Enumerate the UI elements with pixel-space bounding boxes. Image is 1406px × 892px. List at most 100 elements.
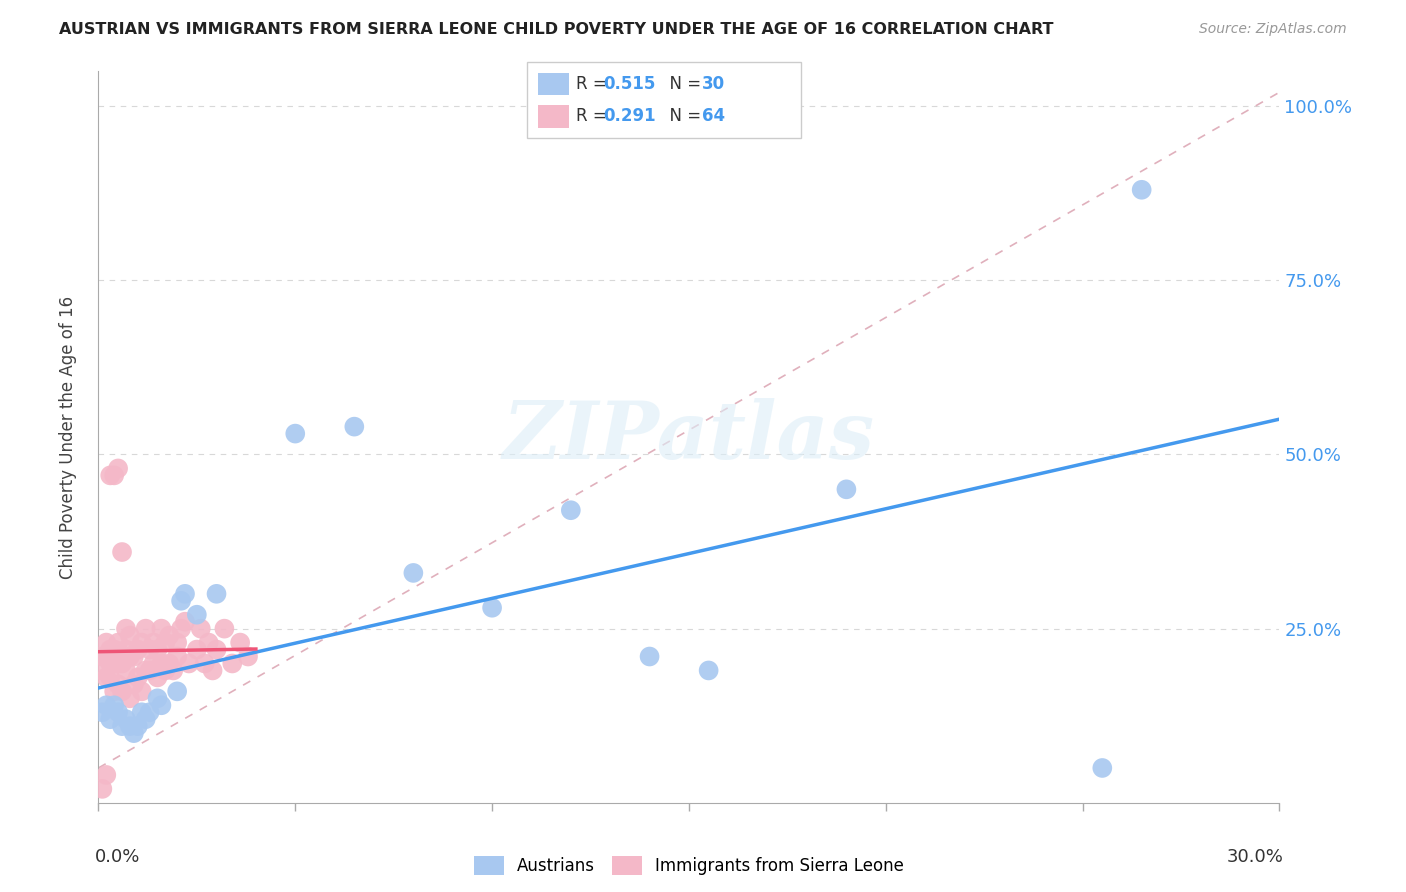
Point [115, 642, 138, 657]
Point [155, 664, 177, 678]
Point [214, 622, 236, 636]
Point [127, 670, 149, 684]
Point [150, 657, 173, 671]
Point [98, 712, 121, 726]
Point [170, 622, 193, 636]
Point [166, 635, 188, 649]
Point [103, 698, 125, 713]
Point [177, 657, 200, 671]
Point [284, 426, 307, 441]
Point [236, 649, 259, 664]
Legend: Austrians, Immigrants from Sierra Leone: Austrians, Immigrants from Sierra Leone [474, 855, 904, 875]
Point [107, 657, 129, 671]
Text: AUSTRIAN VS IMMIGRANTS FROM SIERRA LEONE CHILD POVERTY UNDER THE AGE OF 16 CORRE: AUSTRIAN VS IMMIGRANTS FROM SIERRA LEONE… [59, 22, 1053, 37]
Point [98, 657, 121, 671]
Point [560, 503, 582, 517]
Point [122, 649, 145, 664]
Point [135, 664, 157, 678]
Point [98, 468, 121, 483]
Point [115, 712, 138, 726]
Point [96, 649, 118, 664]
Point [174, 587, 197, 601]
Point [91, 781, 114, 796]
Point [98, 642, 121, 657]
Text: 0.0%: 0.0% [94, 848, 139, 866]
Point [111, 545, 134, 559]
Point [638, 649, 661, 664]
Text: R =: R = [576, 107, 613, 125]
Point [103, 642, 125, 657]
Point [111, 684, 134, 698]
Point [107, 705, 129, 719]
Point [343, 419, 366, 434]
Point [103, 684, 125, 698]
Text: Source: ZipAtlas.com: Source: ZipAtlas.com [1199, 22, 1347, 37]
Point [118, 629, 141, 643]
Point [162, 664, 184, 678]
Point [103, 657, 125, 671]
Point [142, 657, 165, 671]
Point [157, 629, 180, 643]
Text: 30: 30 [702, 75, 724, 93]
Point [146, 670, 169, 684]
Point [166, 649, 188, 664]
Point [1091, 761, 1114, 775]
Point [138, 642, 160, 657]
Point [205, 642, 228, 657]
Point [135, 622, 157, 636]
Point [166, 684, 188, 698]
Point [481, 600, 503, 615]
Point [115, 622, 138, 636]
Point [111, 657, 134, 671]
Point [96, 768, 118, 782]
Point [150, 622, 173, 636]
Point [107, 677, 129, 691]
Point [186, 607, 208, 622]
Point [146, 691, 169, 706]
Text: 0.515: 0.515 [603, 75, 655, 93]
Point [131, 705, 153, 719]
Point [96, 635, 118, 649]
Point [118, 691, 141, 706]
Point [205, 587, 228, 601]
Point [142, 635, 165, 649]
Point [122, 726, 145, 740]
Point [146, 642, 169, 657]
Point [186, 642, 208, 657]
Point [150, 698, 173, 713]
Point [91, 705, 114, 719]
Point [229, 635, 252, 649]
Text: N =: N = [659, 107, 707, 125]
Text: 64: 64 [702, 107, 724, 125]
Point [96, 698, 118, 713]
Y-axis label: Child Poverty Under the Age of 16: Child Poverty Under the Age of 16 [59, 295, 77, 579]
Point [138, 705, 160, 719]
Point [138, 664, 160, 678]
Point [91, 664, 114, 678]
Point [107, 461, 129, 475]
Point [118, 649, 141, 664]
Point [127, 642, 149, 657]
Point [194, 657, 217, 671]
Text: 30.0%: 30.0% [1226, 848, 1284, 866]
Point [135, 712, 157, 726]
Point [155, 635, 177, 649]
Point [96, 670, 118, 684]
Point [1130, 183, 1153, 197]
Point [201, 664, 224, 678]
Point [697, 664, 720, 678]
Point [157, 657, 180, 671]
Point [190, 622, 212, 636]
Point [221, 657, 243, 671]
Point [118, 719, 141, 733]
Text: N =: N = [659, 75, 707, 93]
Point [107, 635, 129, 649]
Point [122, 677, 145, 691]
Text: R =: R = [576, 75, 613, 93]
Point [131, 684, 153, 698]
Point [103, 468, 125, 483]
Point [402, 566, 425, 580]
Point [98, 670, 121, 684]
Point [131, 635, 153, 649]
Point [91, 649, 114, 664]
